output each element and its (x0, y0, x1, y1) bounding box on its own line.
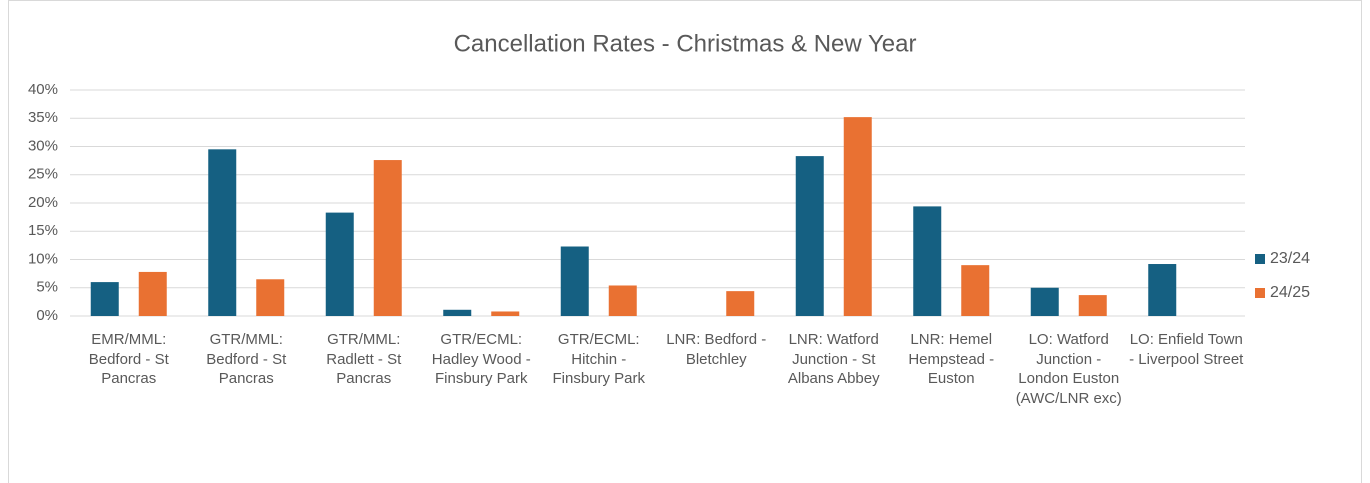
x-tick-label: GTR/ECML: Hitchin - Finsbury Park (552, 331, 646, 387)
x-tick-label: GTR/MML: Radlett - St Pancras (326, 331, 402, 387)
y-tick-label: 20% (28, 194, 58, 211)
bar (325, 212, 354, 316)
bar (491, 311, 520, 316)
bar (961, 265, 990, 316)
bar (795, 156, 824, 316)
bar (373, 160, 402, 316)
bar (913, 206, 942, 316)
x-tick-label: EMR/MML: Bedford - St Pancras (88, 331, 169, 387)
bar (1078, 295, 1107, 316)
bar (443, 309, 472, 316)
y-tick-label: 30% (28, 137, 58, 154)
chart-title: Cancellation Rates - Christmas & New Yea… (454, 30, 917, 57)
bar (560, 246, 589, 316)
y-tick-label: 5% (36, 279, 58, 296)
y-tick-label: 10% (28, 250, 58, 267)
bar (1030, 287, 1059, 316)
legend-label: 23/24 (1270, 250, 1310, 267)
x-tick-label: GTR/MML: Bedford - St Pancras (206, 331, 287, 387)
y-tick-label: 40% (28, 81, 58, 98)
y-tick-label: 35% (28, 109, 58, 126)
bar (843, 117, 872, 317)
y-tick-label: 25% (28, 166, 58, 183)
bar (256, 279, 285, 316)
legend-swatch (1255, 254, 1265, 264)
x-tick-label: LO: Watford Junction - London Euston (AW… (1015, 331, 1122, 407)
bar (726, 291, 755, 316)
legend-label: 24/25 (1270, 284, 1310, 301)
x-tick-label: LO: Enfield Town - Liverpool Street (1129, 331, 1244, 368)
bar (208, 149, 237, 316)
x-tick-label: GTR/ECML: Hadley Wood - Finsbury Park (431, 331, 531, 387)
x-tick-label: LNR: Watford Junction - St Albans Abbey (787, 331, 880, 387)
x-tick-label: LNR: Hemel Hempstead - Euston (908, 331, 995, 387)
bar (138, 271, 167, 316)
bar (608, 285, 637, 316)
x-tick-label: LNR: Bedford - Bletchley (666, 331, 767, 368)
bar (1148, 264, 1177, 316)
y-tick-label: 15% (28, 222, 58, 239)
bar (90, 282, 119, 316)
legend-swatch (1255, 288, 1265, 298)
y-tick-label: 0% (36, 307, 58, 324)
